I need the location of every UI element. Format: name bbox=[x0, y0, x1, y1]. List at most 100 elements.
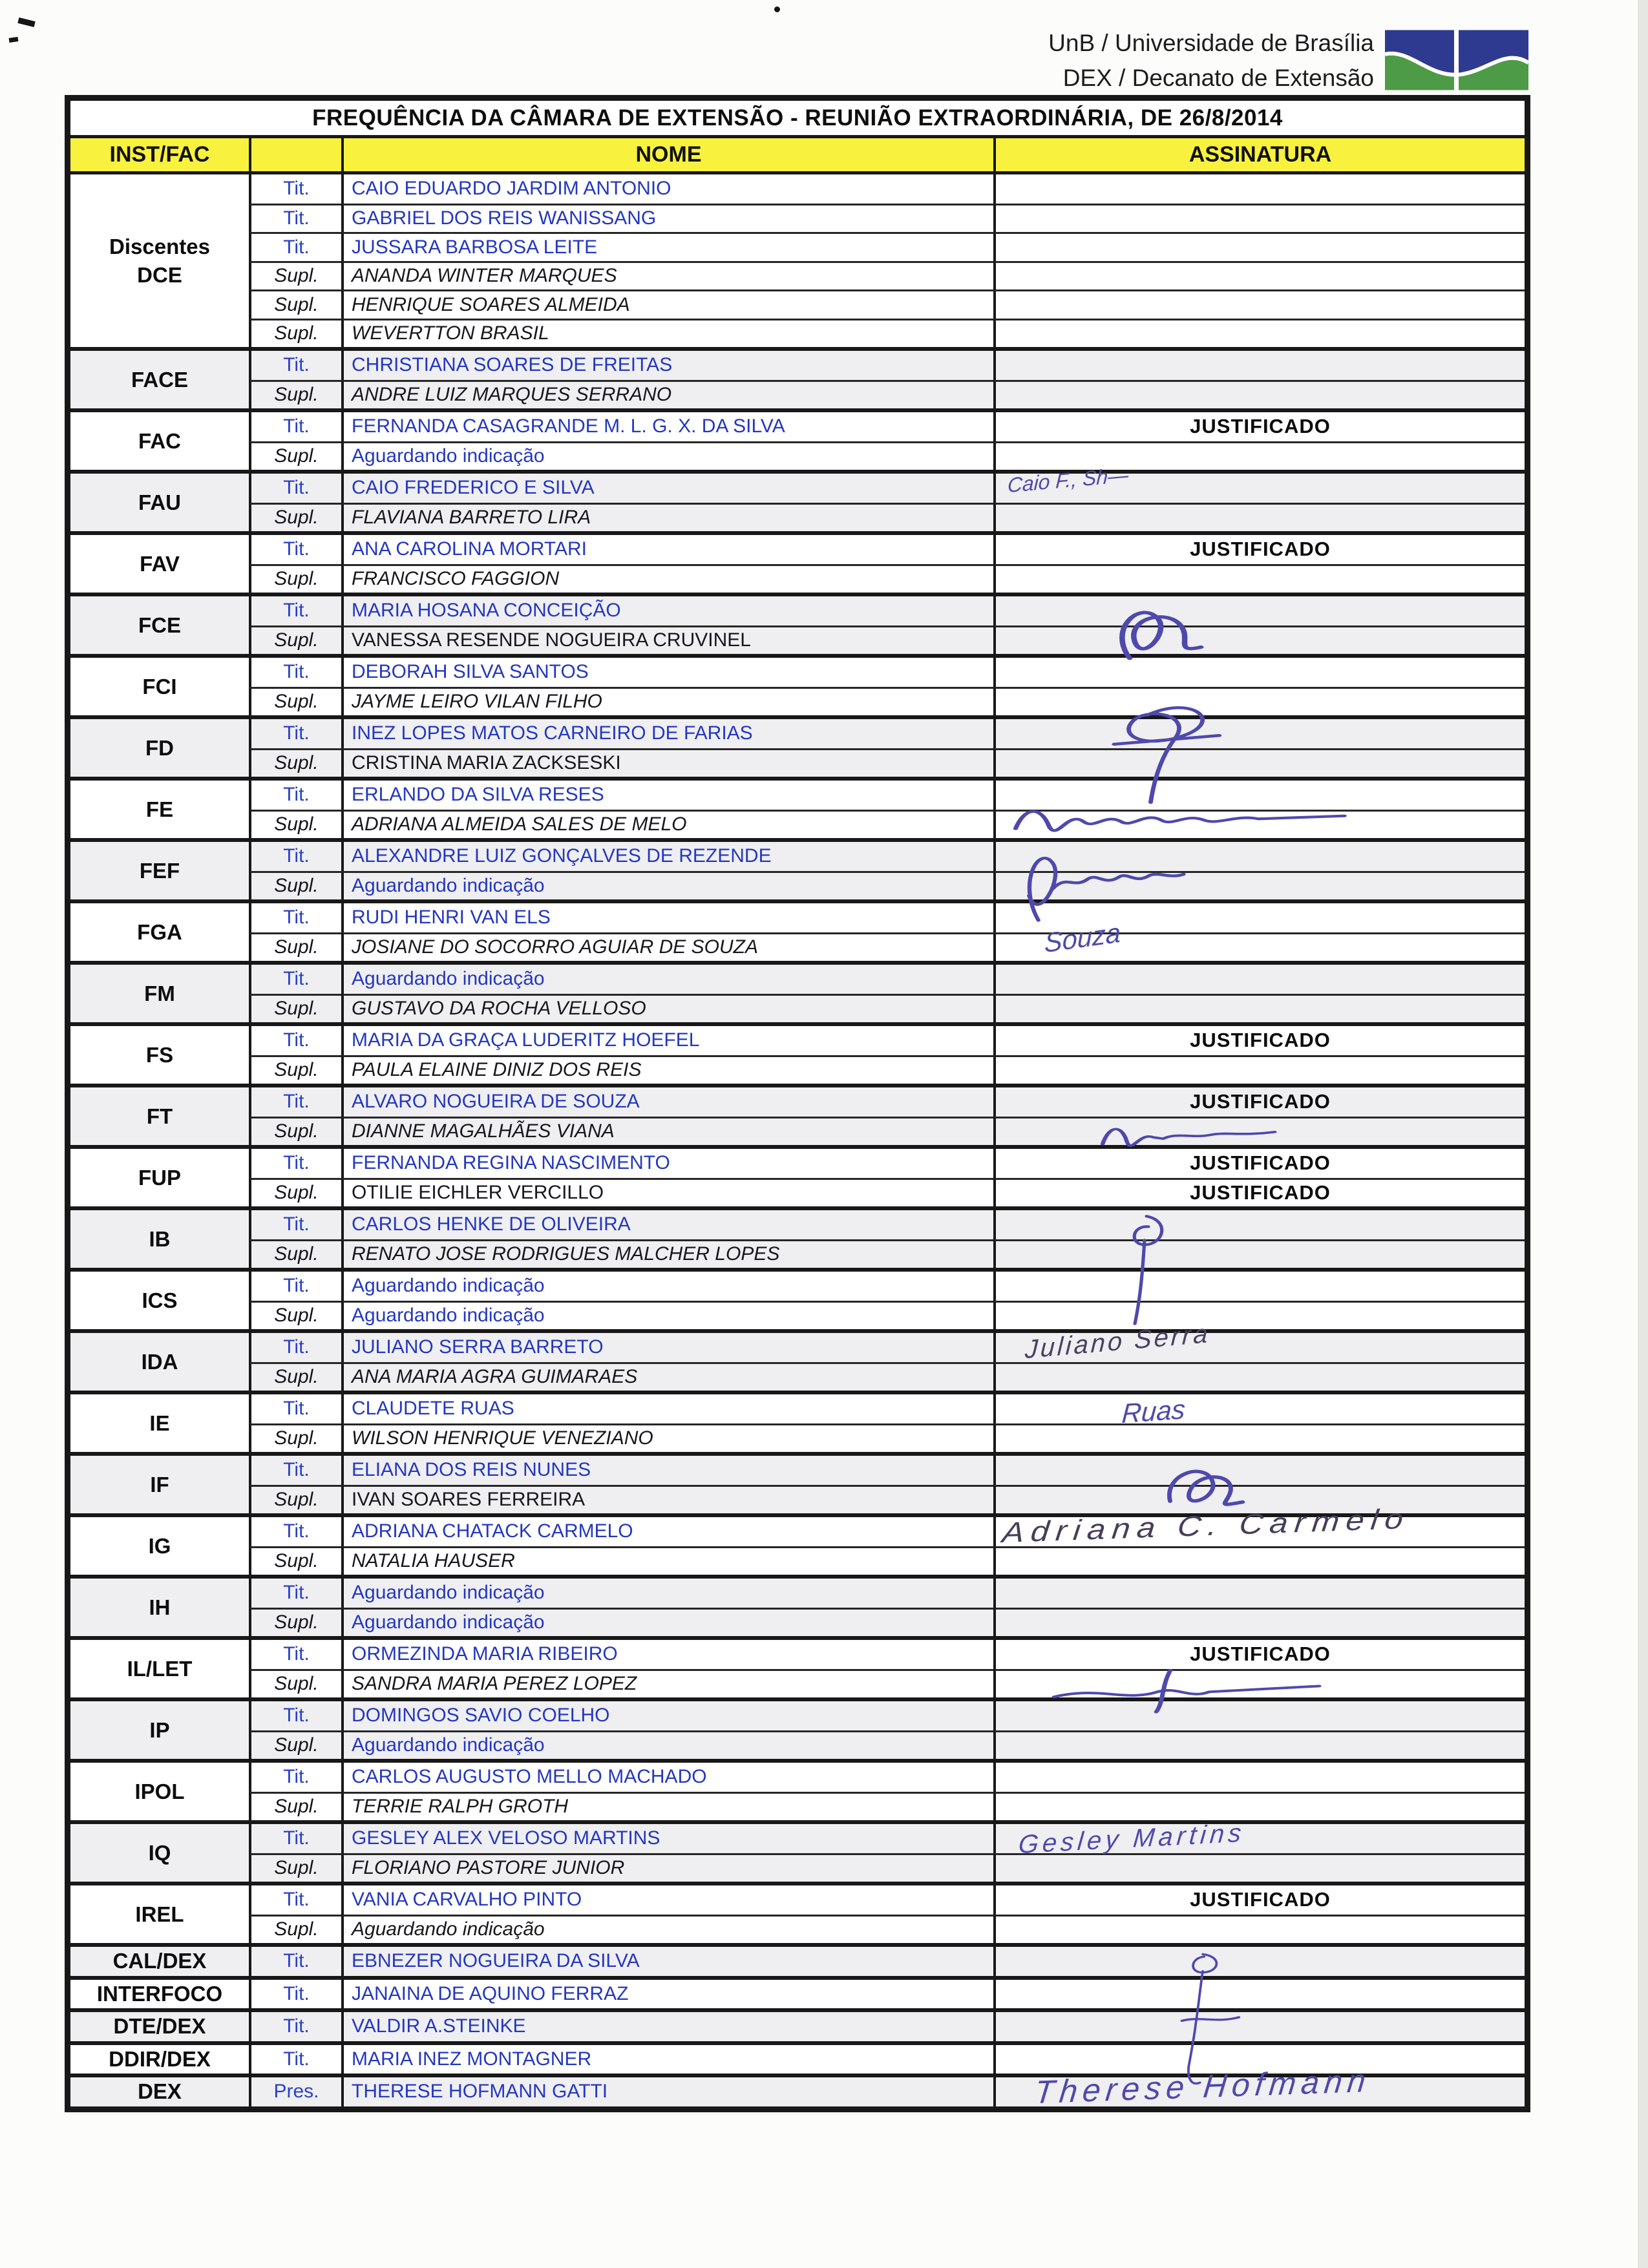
signature-cell bbox=[993, 1668, 1525, 1713]
member-name: PAULA ELAINE DINIZ DOS REIS bbox=[341, 1055, 993, 1084]
inst-fac-label: FGA bbox=[137, 919, 182, 944]
inst-fac-label: FAU bbox=[138, 490, 181, 514]
role-label: Tit. bbox=[249, 232, 341, 261]
member-name: GABRIEL DOS REIS WANISSANG bbox=[341, 203, 993, 232]
inst-fac-label: IREL bbox=[135, 1902, 184, 1926]
inst-fac-label: Discentes DCE bbox=[109, 234, 210, 287]
signature-cell: JUSTIFICADO bbox=[993, 1026, 1525, 1055]
inst-fac-label: ICS bbox=[142, 1288, 178, 1312]
group-ib: IB Tit. CARLOS HENKE DE OLIVEIRA Supl. RENAT… bbox=[70, 1206, 1525, 1325]
group-if: IF Tit. ELIANA DOS REIS NUNES Supl. IVAN SOA… bbox=[70, 1452, 1525, 1513]
role-label: Tit. bbox=[249, 1456, 341, 1485]
member-name: INEZ LOPES MATOS CARNEIRO DE FARIAS bbox=[341, 719, 993, 748]
role-label: Supl. bbox=[249, 1361, 341, 1391]
justificado-label: JUSTIFICADO bbox=[1190, 1151, 1331, 1175]
member-name: THERESE HOFMANN GATTI bbox=[341, 2077, 993, 2106]
role-label: Supl. bbox=[249, 932, 341, 961]
member-name: ANA CAROLINA MORTARI bbox=[341, 535, 993, 564]
group-ih: IH Tit. Aguardando indicação Supl. Aguardand… bbox=[70, 1575, 1525, 1636]
role-label: Supl. bbox=[249, 1177, 341, 1206]
role-label: Tit. bbox=[249, 1640, 341, 1669]
inst-fac-label: FAV bbox=[140, 551, 180, 576]
org-line-university: UnB / Universidade de Brasília bbox=[1048, 30, 1374, 56]
role-label: Supl. bbox=[249, 1791, 341, 1820]
member-name: ANA MARIA AGRA GUIMARAES bbox=[341, 1361, 993, 1391]
group-fd: FD Tit. INEZ LOPES MATOS CARNEIRO DE FARIA… bbox=[70, 706, 1525, 804]
member-name: Aguardando indicação bbox=[341, 870, 993, 899]
role-label: Pres. bbox=[249, 2077, 341, 2106]
signature-cell bbox=[993, 379, 1525, 408]
member-name: MARIA HOSANA CONCEIÇÃO bbox=[341, 596, 993, 625]
group-fce: FCE Tit. MARIA HOSANA CONCEIÇÃO Supl. VANESS… bbox=[70, 593, 1525, 660]
member-name: WEVERTTON BRASIL bbox=[341, 318, 993, 347]
member-name: ADRIANA ALMEIDA SALES DE MELO bbox=[341, 809, 993, 838]
col-header-role bbox=[249, 138, 341, 171]
role-label: Tit. bbox=[249, 1579, 341, 1608]
signature-cell: JUSTIFICADO bbox=[993, 535, 1525, 564]
signature-cell bbox=[993, 1484, 1525, 1513]
member-name: OTILIE EICHLER VERCILLO bbox=[341, 1177, 993, 1206]
role-label: Tit. bbox=[249, 1394, 341, 1423]
role-label: Supl. bbox=[249, 625, 341, 654]
unb-logo-white-divider bbox=[1453, 30, 1459, 90]
role-label: Tit. bbox=[249, 658, 341, 687]
signature-cell: Caio F., Sh— bbox=[993, 463, 1525, 503]
signature-cell: Souza bbox=[993, 917, 1525, 961]
inst-fac-label: IL/LET bbox=[127, 1656, 193, 1681]
signature-cell bbox=[993, 596, 1525, 660]
signature-cell: JUSTIFICADO bbox=[993, 1640, 1525, 1669]
role-label: Tit. bbox=[249, 1210, 341, 1239]
signature-cell bbox=[993, 351, 1525, 380]
group-interfoco: INTERFOCO Tit. JANAINA DE AQUINO FERRAZ bbox=[70, 1975, 1525, 2008]
group-ig: IG Tit. ADRIANA CHATACK CARMELO Adriana C. … bbox=[70, 1503, 1525, 1575]
inst-fac-label: FUP bbox=[138, 1165, 181, 1190]
role-label: Tit. bbox=[249, 842, 341, 871]
handwritten-signature bbox=[1112, 706, 1222, 804]
inst-fac-label: IDA bbox=[141, 1349, 178, 1374]
role-label: Tit. bbox=[249, 174, 341, 204]
role-label: Tit. bbox=[249, 719, 341, 748]
member-name: Aguardando indicação bbox=[341, 441, 993, 470]
signature-cell bbox=[993, 1730, 1525, 1759]
role-label: Supl. bbox=[249, 1116, 341, 1145]
role-label: Supl. bbox=[249, 1423, 341, 1452]
member-name: ANDRE LUIZ MARQUES SERRANO bbox=[341, 379, 993, 408]
signature-cell bbox=[993, 232, 1525, 261]
group-fci: FCI Tit. DEBORAH SILVA SANTOS Supl. JAYME LE… bbox=[70, 654, 1525, 715]
signature-cell bbox=[993, 1979, 1525, 2008]
role-label: Tit. bbox=[249, 1979, 341, 2008]
member-name: DOMINGOS SAVIO COELHO bbox=[341, 1701, 993, 1730]
role-label: Supl. bbox=[249, 1914, 341, 1943]
group-ie: IE Tit. CLAUDETE RUAS Ruas Supl. WILSON HENRI… bbox=[70, 1391, 1525, 1452]
signature-cell bbox=[993, 1947, 1525, 2085]
member-name: IVAN SOARES FERREIRA bbox=[341, 1484, 993, 1513]
role-label: Supl. bbox=[249, 870, 341, 899]
member-name: Aguardando indicação bbox=[341, 965, 993, 994]
member-name: FRANCISCO FAGGION bbox=[341, 563, 993, 593]
col-header-inst-fac: INST/FAC bbox=[109, 142, 210, 167]
member-name: NATALIA HAUSER bbox=[341, 1546, 993, 1575]
member-name: JUSSARA BARBOSA LEITE bbox=[341, 232, 993, 261]
handwritten-signature bbox=[1119, 611, 1204, 660]
col-header-nome: NOME bbox=[341, 138, 993, 171]
signature-cell bbox=[993, 842, 1525, 922]
signature-cell bbox=[993, 658, 1525, 687]
signature-cell bbox=[993, 1791, 1525, 1820]
role-label: Supl. bbox=[249, 809, 341, 838]
member-name: JAYME LEIRO VILAN FILHO bbox=[341, 686, 993, 715]
role-label: Tit. bbox=[249, 1333, 341, 1362]
member-name: CHRISTIANA SOARES DE FREITAS bbox=[341, 351, 993, 380]
role-label: Supl. bbox=[249, 260, 341, 289]
role-label: Supl. bbox=[249, 748, 341, 777]
member-name: CRISTINA MARIA ZACKSESKI bbox=[341, 748, 993, 777]
signature-cell bbox=[993, 318, 1525, 347]
role-label: Supl. bbox=[249, 993, 341, 1022]
group-discentes-dce: Discentes DCE Tit. CAIO EDUARDO JARDIM ANTO… bbox=[70, 174, 1525, 347]
signature-cell bbox=[993, 1607, 1525, 1636]
table-body: Discentes DCE Tit. CAIO EDUARDO JARDIM ANTO… bbox=[70, 174, 1525, 2110]
inst-fac-label: DEX bbox=[138, 2079, 182, 2104]
member-name: ALVARO NOGUEIRA DE SOUZA bbox=[341, 1087, 993, 1117]
signature-cell bbox=[993, 563, 1525, 593]
signature-cell: JUSTIFICADO bbox=[993, 1885, 1525, 1915]
org-header: UnB / Universidade de Brasília DEX / Dec… bbox=[1048, 26, 1374, 96]
